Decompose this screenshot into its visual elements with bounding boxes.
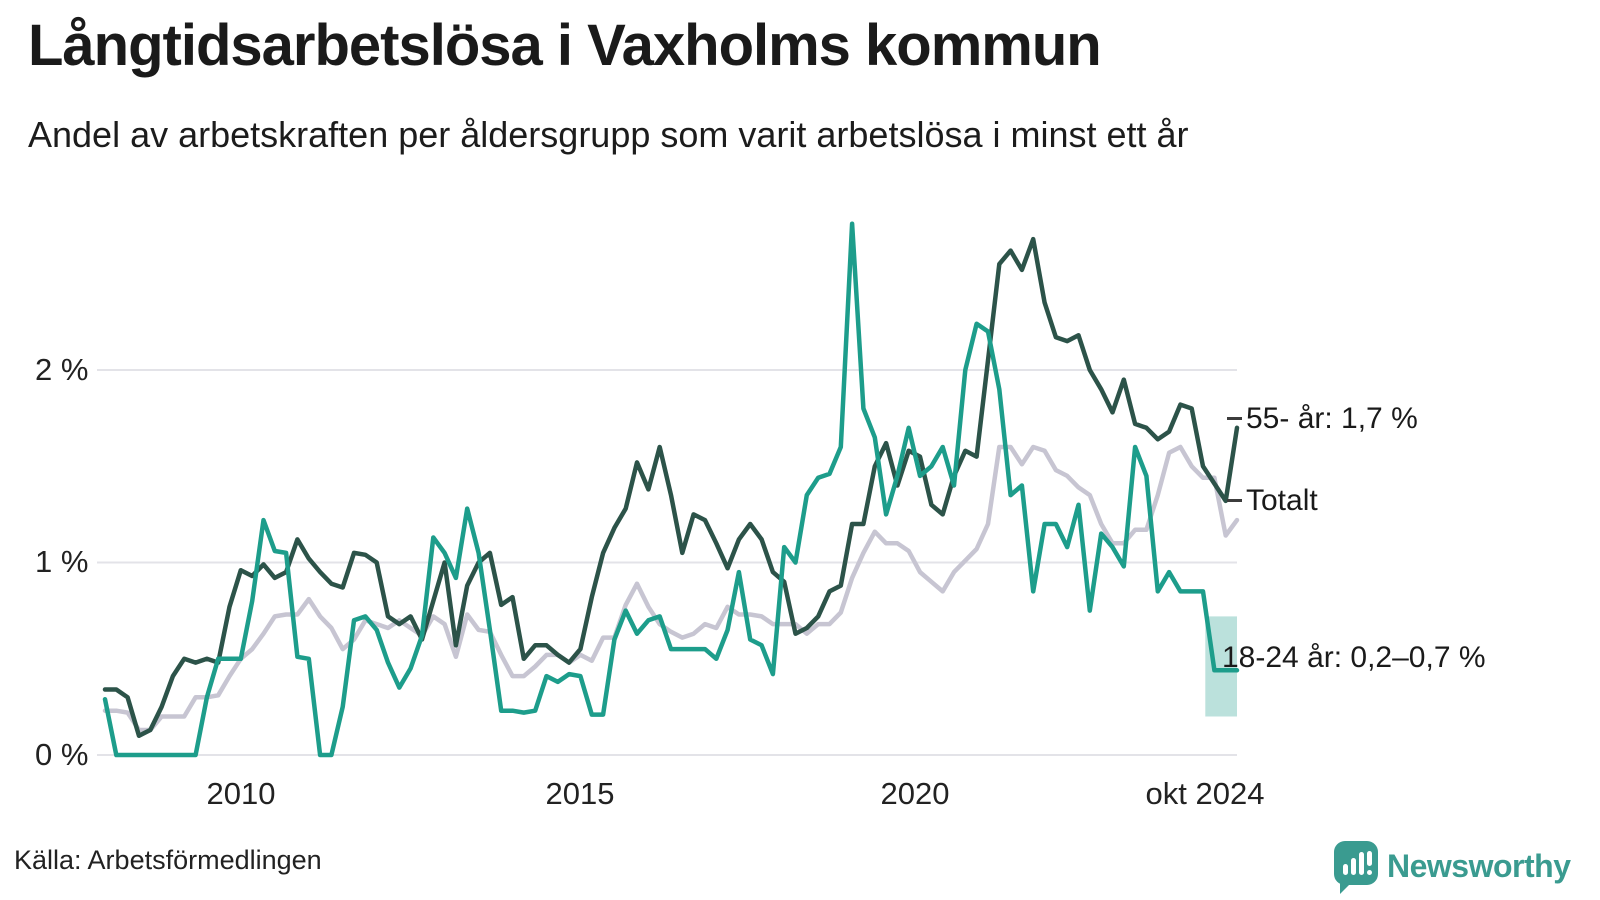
page-title: Långtidsarbetslösa i Vaxholms kommun xyxy=(28,13,1102,78)
chart-subtitle: Andel av arbetskraften per åldersgrupp s… xyxy=(28,114,1189,155)
series-label-totalt: Totalt xyxy=(1246,484,1318,517)
series-line-55-r xyxy=(102,236,1240,739)
y-tick-0pct: 0 % xyxy=(35,737,89,772)
x-tick-2015: 2015 xyxy=(545,776,615,811)
label-connector-totalt xyxy=(1227,499,1242,502)
x-tick-2010: 2010 xyxy=(206,776,276,811)
newsworthy-logo[interactable]: Newsworthy xyxy=(1334,841,1571,894)
newsworthy-bubble-chart-icon xyxy=(1334,841,1378,894)
series-label-1824: 18-24 år: 0,2–0,7 % xyxy=(1222,641,1486,674)
y-tick-1pct: 1 % xyxy=(35,544,89,579)
label-connector-55 xyxy=(1227,417,1242,420)
newsworthy-wordmark: Newsworthy xyxy=(1387,847,1571,884)
series-label-55: 55- år: 1,7 % xyxy=(1246,402,1418,435)
series-line-18-24-r xyxy=(102,221,1240,758)
x-tick-okt2024: okt 2024 xyxy=(1145,776,1265,811)
x-tick-2020: 2020 xyxy=(880,776,950,811)
source-attribution: Källa: Arbetsförmedlingen xyxy=(14,845,322,875)
y-tick-2pct: 2 % xyxy=(35,352,89,387)
